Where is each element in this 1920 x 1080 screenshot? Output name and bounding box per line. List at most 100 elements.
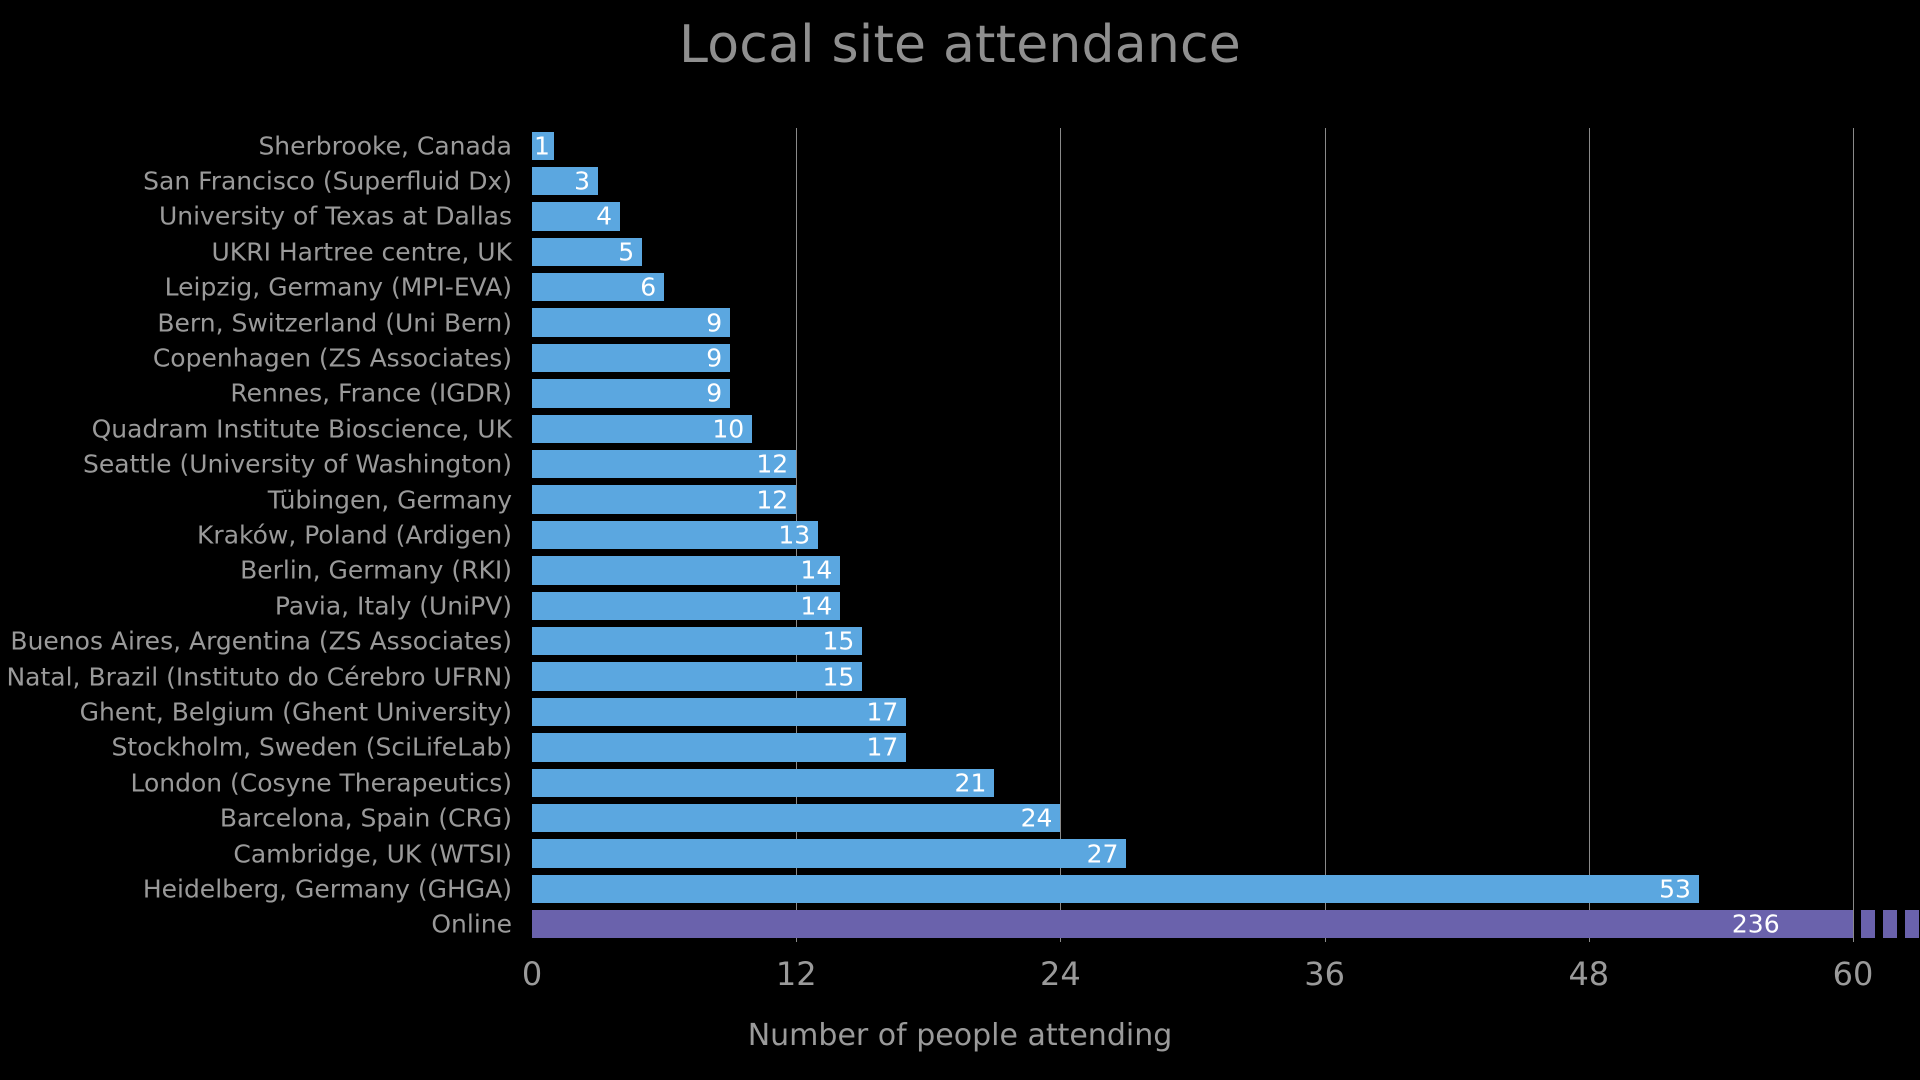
- x-tick-label: 36: [1304, 955, 1345, 993]
- bar-row[interactable]: 12: [532, 449, 1853, 479]
- bar-row[interactable]: 4: [532, 202, 1853, 231]
- y-axis-label: University of Texas at Dallas: [158, 201, 512, 231]
- y-axis-label: Buenos Aires, Argentina (ZS Associates): [10, 626, 512, 656]
- bar-row[interactable]: 13: [532, 520, 1853, 550]
- bar-row[interactable]: 21: [532, 768, 1853, 797]
- bar[interactable]: [532, 910, 1853, 939]
- bar-value-label: 9: [706, 308, 723, 338]
- bar-row[interactable]: 53: [532, 874, 1853, 904]
- bar-row[interactable]: 14: [532, 591, 1853, 621]
- bar-row[interactable]: 5: [532, 237, 1853, 267]
- bar-row[interactable]: 9: [532, 343, 1853, 373]
- bar[interactable]: [532, 202, 621, 231]
- bar[interactable]: [532, 379, 731, 408]
- bar[interactable]: [532, 131, 555, 160]
- bar-value-label: 12: [756, 449, 789, 479]
- bar[interactable]: [532, 273, 665, 302]
- bar-row[interactable]: 24: [532, 803, 1853, 833]
- bar[interactable]: [532, 237, 643, 267]
- axis-break-dash: [1883, 910, 1897, 939]
- bar-row[interactable]: 6: [532, 273, 1853, 302]
- bar-row[interactable]: 1: [532, 131, 1853, 161]
- bar[interactable]: [532, 733, 907, 762]
- bar-row[interactable]: 9: [532, 378, 1853, 408]
- x-axis-tick-labels: 0 12 24 36 48 60: [0, 958, 1920, 1008]
- y-axis-label: Heidelberg, Germany (GHGA): [142, 874, 512, 904]
- y-axis-label: UKRI Hartree centre, UK: [211, 237, 513, 267]
- bar-row[interactable]: 12: [532, 485, 1853, 515]
- y-axis-category-labels: Sherbrooke, Canada San Francisco (Superfl…: [0, 128, 522, 942]
- y-axis-label: Sherbrooke, Canada: [258, 131, 512, 161]
- bar-value-label: 236: [1731, 909, 1780, 939]
- bar[interactable]: [532, 556, 841, 585]
- bar[interactable]: [532, 768, 995, 797]
- bar-row[interactable]: 15: [532, 662, 1853, 692]
- y-axis-label: Leipzig, Germany (MPI-EVA): [164, 272, 512, 302]
- y-axis-label: Pavia, Italy (UniPV): [274, 591, 512, 621]
- gridline-24: [1060, 128, 1062, 942]
- bar-row[interactable]: 236: [532, 909, 1919, 939]
- bar[interactable]: [532, 485, 797, 514]
- chart-title: Local site attendance: [679, 15, 1241, 75]
- bar[interactable]: [532, 343, 731, 373]
- bar-value-label: 9: [706, 378, 723, 408]
- bar[interactable]: [532, 591, 841, 620]
- bar[interactable]: [532, 874, 1699, 904]
- bar[interactable]: [532, 166, 599, 196]
- x-tick-label: 60: [1832, 955, 1874, 993]
- y-axis-label: Stockholm, Sweden (SciLifeLab): [111, 732, 512, 762]
- bar[interactable]: [532, 697, 907, 727]
- bar-row[interactable]: 17: [532, 732, 1853, 762]
- bar-value-label: 10: [712, 414, 745, 444]
- plot-area: 1 3 4 5 6 9 9 9 10 12 12 13 14 14 15 15 17 17 21 24 27 53 236: [532, 128, 1919, 942]
- bar[interactable]: [532, 414, 753, 443]
- y-axis-label: Natal, Brazil (Instituto do Cérebro UFRN…: [6, 662, 512, 692]
- y-axis-label: Berlin, Germany (RKI): [240, 555, 512, 585]
- x-tick-label: 48: [1568, 955, 1610, 993]
- bar[interactable]: [532, 520, 819, 550]
- bar[interactable]: [532, 627, 863, 656]
- bar-row[interactable]: 27: [532, 839, 1853, 869]
- bar-value-label: 14: [800, 555, 833, 585]
- bar-row[interactable]: 17: [532, 697, 1853, 727]
- bar-value-label: 14: [800, 591, 833, 621]
- bar-value-label: 17: [866, 732, 899, 762]
- bar-value-label: 17: [866, 697, 899, 727]
- x-tick-label: 24: [1040, 955, 1081, 993]
- x-tick-label: 0: [521, 955, 543, 993]
- bar-value-label: 15: [822, 662, 855, 692]
- bar-row[interactable]: 15: [532, 626, 1853, 656]
- bar-row[interactable]: 14: [532, 555, 1853, 585]
- x-axis-label: Number of people attending: [747, 1018, 1173, 1053]
- bar-value-label: 5: [618, 237, 635, 267]
- bar[interactable]: [532, 450, 797, 479]
- bar-value-label: 9: [706, 343, 723, 373]
- bar-value-label: 13: [778, 520, 811, 550]
- y-axis-label: Ghent, Belgium (Ghent University): [79, 697, 512, 727]
- bar-value-label: 1: [534, 131, 550, 161]
- y-axis-label: Rennes, France (IGDR): [230, 378, 512, 408]
- bar[interactable]: [532, 839, 1127, 868]
- axis-break-dash: [1861, 910, 1875, 939]
- bar-row[interactable]: 9: [532, 308, 1853, 338]
- bar[interactable]: [532, 308, 731, 337]
- y-axis-label: London (Cosyne Therapeutics): [130, 768, 512, 798]
- bar-value-label: 12: [756, 485, 789, 515]
- bar[interactable]: [532, 662, 863, 691]
- y-axis-label: Cambridge, UK (WTSI): [233, 839, 512, 869]
- bar-value-label: 27: [1086, 839, 1119, 869]
- y-axis-label: Kraków, Poland (Ardigen): [197, 520, 512, 550]
- y-axis-label: Tübingen, Germany: [267, 485, 512, 515]
- y-axis-label: Online: [431, 909, 512, 939]
- gridline-48: [1588, 128, 1590, 942]
- bar-value-label: 15: [822, 626, 855, 656]
- bar[interactable]: [532, 803, 1061, 833]
- y-axis-label: Quadram Institute Bioscience, UK: [91, 414, 512, 444]
- y-axis-label: Barcelona, Spain (CRG): [219, 803, 512, 833]
- bar-row[interactable]: 3: [532, 166, 1853, 196]
- bar-row[interactable]: 10: [532, 414, 1853, 444]
- y-axis-label: Copenhagen (ZS Associates): [152, 343, 512, 373]
- bar-value-label: 53: [1659, 874, 1691, 904]
- y-axis-label: Seattle (University of Washington): [83, 449, 512, 479]
